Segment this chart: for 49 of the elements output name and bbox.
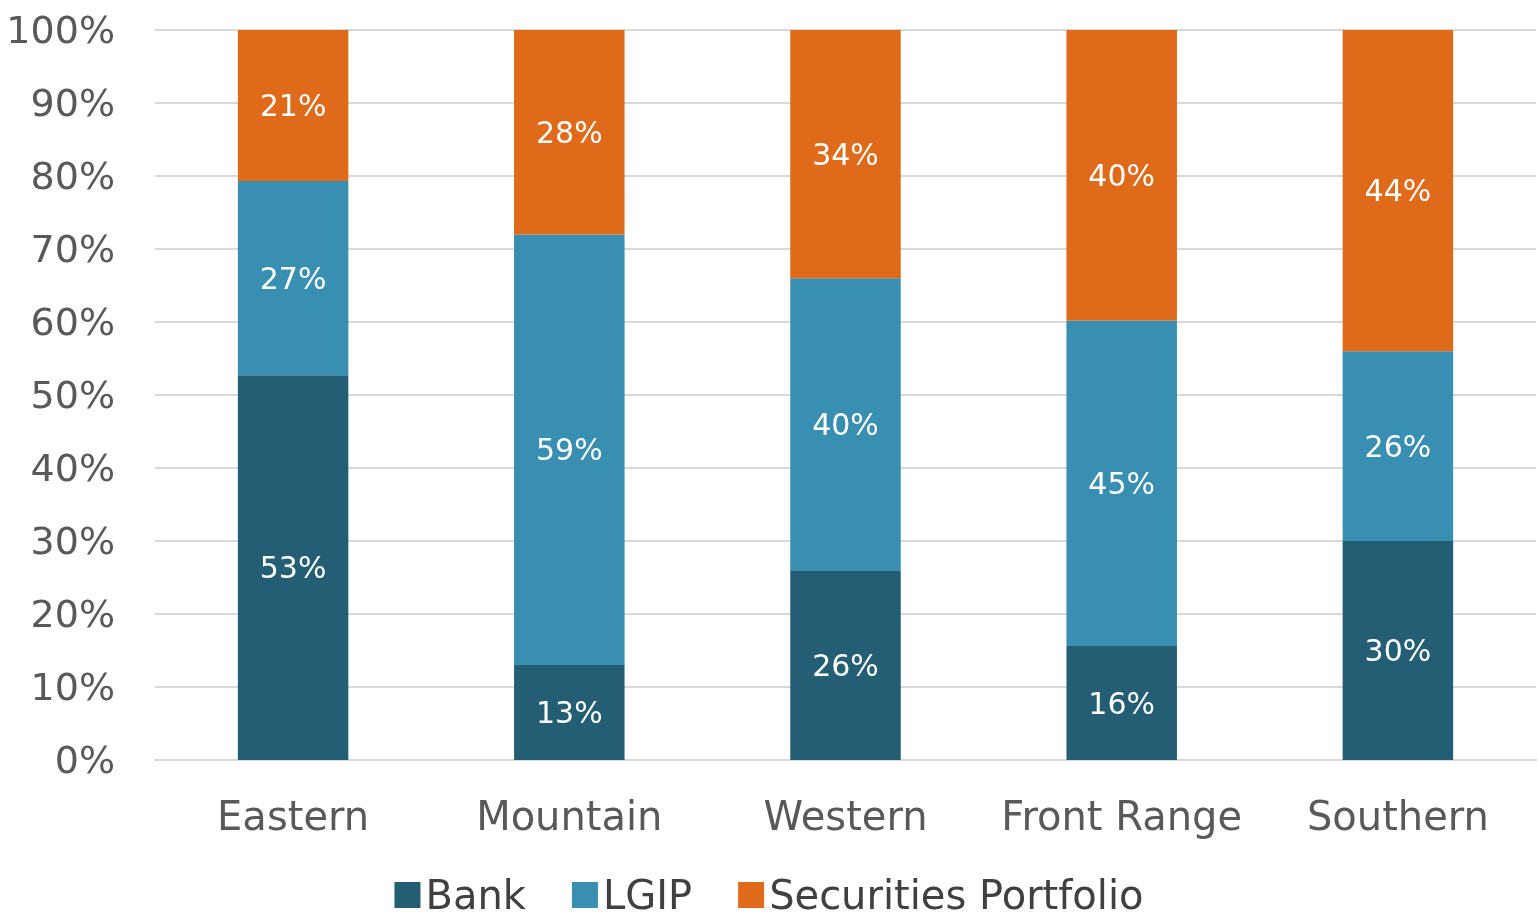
bar bbox=[1066, 320, 1177, 647]
data-label: 13% bbox=[535, 695, 603, 731]
data-label: 28% bbox=[535, 114, 603, 150]
bar bbox=[514, 234, 625, 666]
y-tick-label: 100% bbox=[6, 8, 115, 52]
bar bbox=[1342, 351, 1454, 541]
bar bbox=[237, 375, 349, 760]
data-label: 26% bbox=[812, 647, 879, 683]
data-label: 16% bbox=[1088, 685, 1156, 721]
legend-label: Bank bbox=[425, 872, 527, 918]
y-tick-label: 20% bbox=[30, 592, 115, 636]
data-label: 27% bbox=[259, 260, 327, 296]
bar bbox=[237, 181, 349, 376]
data-label: 44% bbox=[1364, 173, 1432, 209]
bar bbox=[1066, 646, 1177, 760]
bar bbox=[1342, 30, 1454, 352]
y-tick-label: 90% bbox=[30, 81, 115, 125]
data-label: 40% bbox=[812, 406, 879, 442]
bar bbox=[514, 665, 625, 760]
data-label: 21% bbox=[259, 88, 327, 124]
bar bbox=[237, 30, 349, 182]
x-tick-label: Mountain bbox=[476, 793, 663, 839]
data-label: 30% bbox=[1364, 633, 1432, 668]
bar bbox=[514, 30, 625, 235]
legend-label: LGIP bbox=[602, 872, 693, 918]
data-label: 59% bbox=[535, 432, 603, 468]
legend-label: Securities Portfolio bbox=[769, 872, 1144, 918]
bar bbox=[790, 570, 901, 760]
y-tick-label: 40% bbox=[30, 446, 115, 490]
data-label: 40% bbox=[1088, 157, 1156, 193]
bar bbox=[1342, 541, 1454, 760]
data-label: 26% bbox=[1364, 428, 1432, 464]
y-tick-label: 10% bbox=[30, 665, 115, 709]
bar bbox=[1066, 30, 1177, 321]
y-tick-label: 30% bbox=[30, 519, 115, 563]
data-label: 34% bbox=[812, 136, 879, 172]
y-tick-label: 0% bbox=[54, 738, 115, 782]
data-label: 45% bbox=[1088, 465, 1156, 501]
x-tick-label: Southern bbox=[1306, 793, 1489, 839]
x-tick-label: Front Range bbox=[1001, 793, 1243, 839]
x-tick-label: Eastern bbox=[217, 793, 370, 839]
y-tick-label: 60% bbox=[30, 300, 115, 344]
data-label: 53% bbox=[259, 550, 327, 586]
y-tick-label: 50% bbox=[30, 373, 115, 417]
bar bbox=[790, 30, 901, 279]
y-tick-label: 80% bbox=[30, 154, 115, 198]
y-tick-label: 70% bbox=[30, 227, 115, 271]
x-tick-label: Western bbox=[763, 793, 928, 839]
bar bbox=[790, 278, 901, 571]
